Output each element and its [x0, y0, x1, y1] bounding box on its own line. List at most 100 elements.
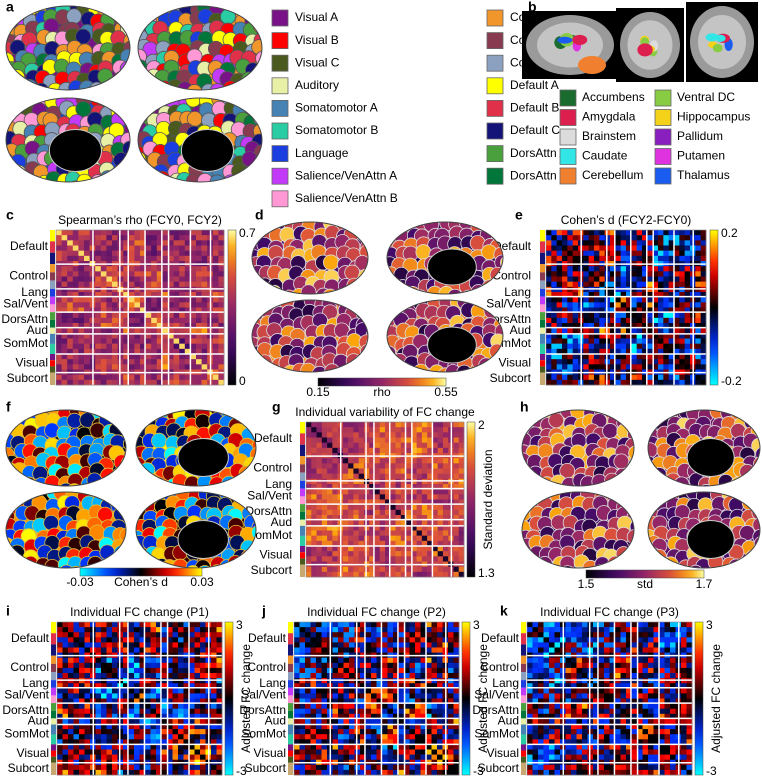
heatmap-cell: [139, 739, 146, 745]
heatmap-cell: [200, 688, 206, 694]
heatmap-cell: [150, 708, 157, 715]
heatmap-cell: [620, 271, 627, 277]
heatmap-cell: [73, 632, 80, 638]
heatmap-cell: [57, 713, 63, 720]
heatmap-cell: [151, 374, 158, 381]
heatmap-cell: [212, 333, 219, 339]
heatmap-cell: [145, 302, 152, 308]
heatmap-cell: [620, 276, 627, 282]
network-strip: [50, 304, 55, 313]
medial-wall: [48, 129, 102, 172]
legend-swatch: [486, 167, 504, 185]
heatmap-cell: [411, 515, 417, 521]
heatmap-cell: [342, 463, 349, 469]
heatmap-cell: [294, 662, 300, 669]
heatmap-cell: [556, 297, 563, 303]
parcel: [123, 93, 138, 108]
heatmap-cell: [162, 235, 169, 241]
heatmap-cell: [453, 447, 460, 454]
heatmap-cell: [316, 556, 323, 562]
heatmap-cell: [551, 266, 557, 272]
heatmap-cell: [316, 540, 323, 547]
heatmap-cell: [674, 317, 680, 324]
heatmap-cell: [162, 359, 169, 365]
heatmap-cell: [684, 235, 691, 241]
heatmap-cell: [420, 632, 427, 638]
heatmap-cell: [360, 647, 366, 653]
heatmap-cell: [68, 708, 74, 715]
heatmap-cell: [668, 255, 675, 262]
heatmap-cell: [615, 348, 621, 355]
heatmap-cell: [128, 297, 135, 303]
heatmap-cell: [189, 673, 195, 679]
heatmap-cell: [379, 442, 386, 449]
heatmap-cell: [167, 764, 173, 771]
heatmap-cell: [453, 535, 460, 542]
heatmap-cell: [306, 468, 312, 474]
heatmap-cell: [140, 338, 146, 344]
heatmap-cell: [437, 551, 444, 557]
heatmap-cell: [588, 374, 595, 381]
heatmap-cell: [128, 662, 135, 669]
heatmap-cell: [668, 374, 675, 381]
heatmap-cell: [84, 769, 91, 776]
heatmap-cell: [145, 632, 151, 638]
heatmap-cell: [84, 338, 90, 344]
heatmap-cell: [184, 245, 191, 251]
heatmap-cell: [139, 642, 146, 648]
heatmap-cell: [294, 673, 300, 679]
heatmap-cell: [100, 271, 107, 277]
heatmap-cell: [458, 463, 465, 469]
heatmap-cell: [615, 374, 621, 381]
heatmap-cell: [636, 374, 643, 381]
heatmap-cell: [668, 250, 675, 257]
heatmap-cell: [415, 627, 421, 633]
heatmap-cell: [156, 328, 163, 334]
heatmap-cell: [663, 230, 669, 236]
parcel: [6, 88, 18, 90]
heatmap-cell: [178, 622, 184, 628]
heatmap-cell: [588, 271, 595, 277]
heatmap-cell: [216, 749, 223, 755]
heatmap-cell: [84, 240, 90, 246]
parcel: [98, 185, 113, 200]
heatmap-cell: [162, 230, 169, 236]
heatmap-cell: [427, 458, 433, 464]
heatmap-cell: [106, 673, 113, 679]
heatmap-cell: [620, 354, 627, 360]
heatmap-cell: [68, 769, 74, 776]
heatmap-cell: [201, 338, 208, 344]
heatmap-cell: [551, 281, 557, 288]
heatmap-cell: [700, 312, 707, 319]
heatmap-cell: [453, 422, 460, 428]
heatmap-cell: [385, 520, 391, 526]
heatmap-cell: [374, 530, 381, 536]
heatmap-cell: [626, 379, 632, 386]
heatmap-cell: [106, 348, 113, 355]
heatmap-cell: [437, 566, 444, 573]
heatmap-cell: [106, 622, 113, 628]
heatmap-cell: [343, 632, 350, 638]
heatmap-cell: [674, 359, 680, 365]
heatmap-cell: [101, 693, 107, 699]
heatmap-cell: [84, 312, 90, 319]
network-strip: [300, 511, 305, 520]
heatmap-cell: [123, 328, 130, 334]
heatmap-cell: [626, 255, 632, 262]
heatmap-cell: [398, 637, 405, 643]
heatmap-cell: [183, 769, 190, 776]
heatmap-cell: [196, 297, 202, 303]
heatmap-cell: [62, 637, 69, 643]
parcel: [131, 92, 146, 107]
heatmap-cell: [332, 447, 338, 454]
heatmap-cell: [348, 504, 354, 511]
heatmap-cell: [161, 754, 168, 760]
heatmap-cell: [150, 698, 157, 704]
heatmap-cell: [128, 637, 135, 643]
heatmap-cell: [695, 297, 701, 303]
heatmap-cell: [306, 463, 312, 469]
heatmap-cell: [348, 530, 354, 536]
heatmap-cell: [427, 489, 433, 495]
heatmap-cell: [393, 657, 399, 664]
heatmap-cell: [194, 662, 201, 669]
